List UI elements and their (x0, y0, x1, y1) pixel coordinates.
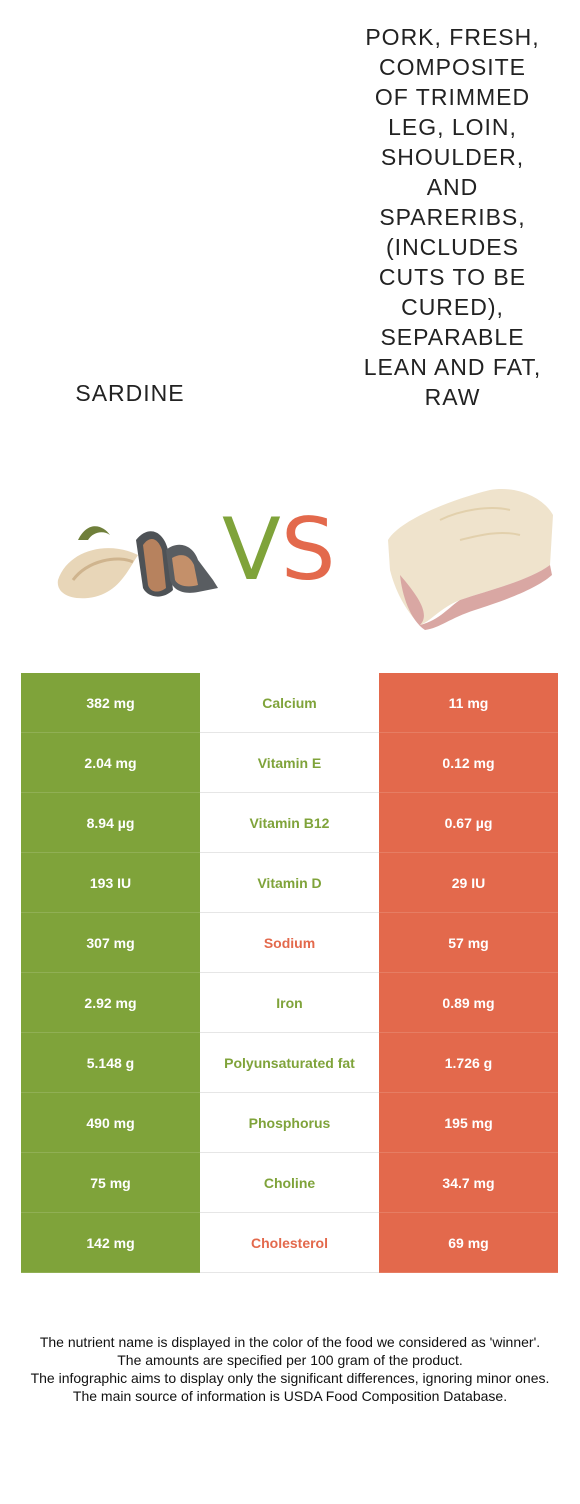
table-row: 382 mg Calcium 11 mg (21, 673, 558, 733)
nutrient-name: Calcium (200, 673, 379, 733)
sardine-image (57, 526, 218, 599)
right-value: 195 mg (379, 1093, 558, 1153)
right-value: 0.89 mg (379, 973, 558, 1033)
left-value: 2.92 mg (21, 973, 200, 1033)
right-value: 29 IU (379, 853, 558, 913)
footer-line: The main source of information is USDA F… (72, 1388, 508, 1404)
table-row: 142 mg Cholesterol 69 mg (21, 1213, 558, 1273)
comparison-table: 382 mg Calcium 11 mg 2.04 mg Vitamin E 0.12 m… (21, 673, 558, 1273)
left-value: 8.94 µg (21, 793, 200, 853)
table-row: 193 IU Vitamin D 29 IU (21, 853, 558, 913)
right-value: 69 mg (379, 1213, 558, 1273)
table-row: 8.94 µg Vitamin B12 0.67 µg (21, 793, 558, 853)
vs-label: VS (222, 500, 336, 600)
table-row: 307 mg Sodium 57 mg (21, 913, 558, 973)
left-value: 490 mg (21, 1093, 200, 1153)
left-value: 2.04 mg (21, 733, 200, 793)
footer-line: The amounts are specified per 100 gram o… (117, 1352, 463, 1368)
left-value: 75 mg (21, 1153, 200, 1213)
nutrient-name: Vitamin B12 (200, 793, 379, 853)
right-value: 57 mg (379, 913, 558, 973)
right-food-title: PORK, FRESH, COMPOSITE OF TRIMMED LEG, L… (363, 24, 542, 410)
nutrient-name: Vitamin E (200, 733, 379, 793)
nutrient-name: Choline (200, 1153, 379, 1213)
nutrient-name: Phosphorus (200, 1093, 379, 1153)
table-row: 75 mg Choline 34.7 mg (21, 1153, 558, 1213)
left-value: 307 mg (21, 913, 200, 973)
nutrient-name: Vitamin D (200, 853, 379, 913)
header: SARDINE PORK, FRESH, COMPOSITE OF TRIMME… (0, 0, 580, 430)
nutrient-name: Polyunsaturated fat (200, 1033, 379, 1093)
table-row: 2.92 mg Iron 0.89 mg (21, 973, 558, 1033)
left-food-title: SARDINE (75, 380, 185, 406)
footer-line: The nutrient name is displayed in the co… (39, 1334, 541, 1350)
right-value: 0.67 µg (379, 793, 558, 853)
nutrient-name: Sodium (200, 913, 379, 973)
right-value: 11 mg (379, 673, 558, 733)
left-value: 193 IU (21, 853, 200, 913)
table-row: 490 mg Phosphorus 195 mg (21, 1093, 558, 1153)
nutrient-name: Iron (200, 973, 379, 1033)
right-value: 1.726 g (379, 1033, 558, 1093)
left-value: 382 mg (21, 673, 200, 733)
table-row: 2.04 mg Vitamin E 0.12 mg (21, 733, 558, 793)
pork-image (388, 489, 553, 630)
left-value: 142 mg (21, 1213, 200, 1273)
nutrient-name: Cholesterol (200, 1213, 379, 1273)
food-images: VS (0, 480, 580, 630)
footer-line: The infographic aims to display only the… (30, 1370, 550, 1386)
right-value: 0.12 mg (379, 733, 558, 793)
right-value: 34.7 mg (379, 1153, 558, 1213)
footer-notes: The nutrient name is displayed in the co… (18, 1333, 562, 1405)
left-value: 5.148 g (21, 1033, 200, 1093)
table-row: 5.148 g Polyunsaturated fat 1.726 g (21, 1033, 558, 1093)
